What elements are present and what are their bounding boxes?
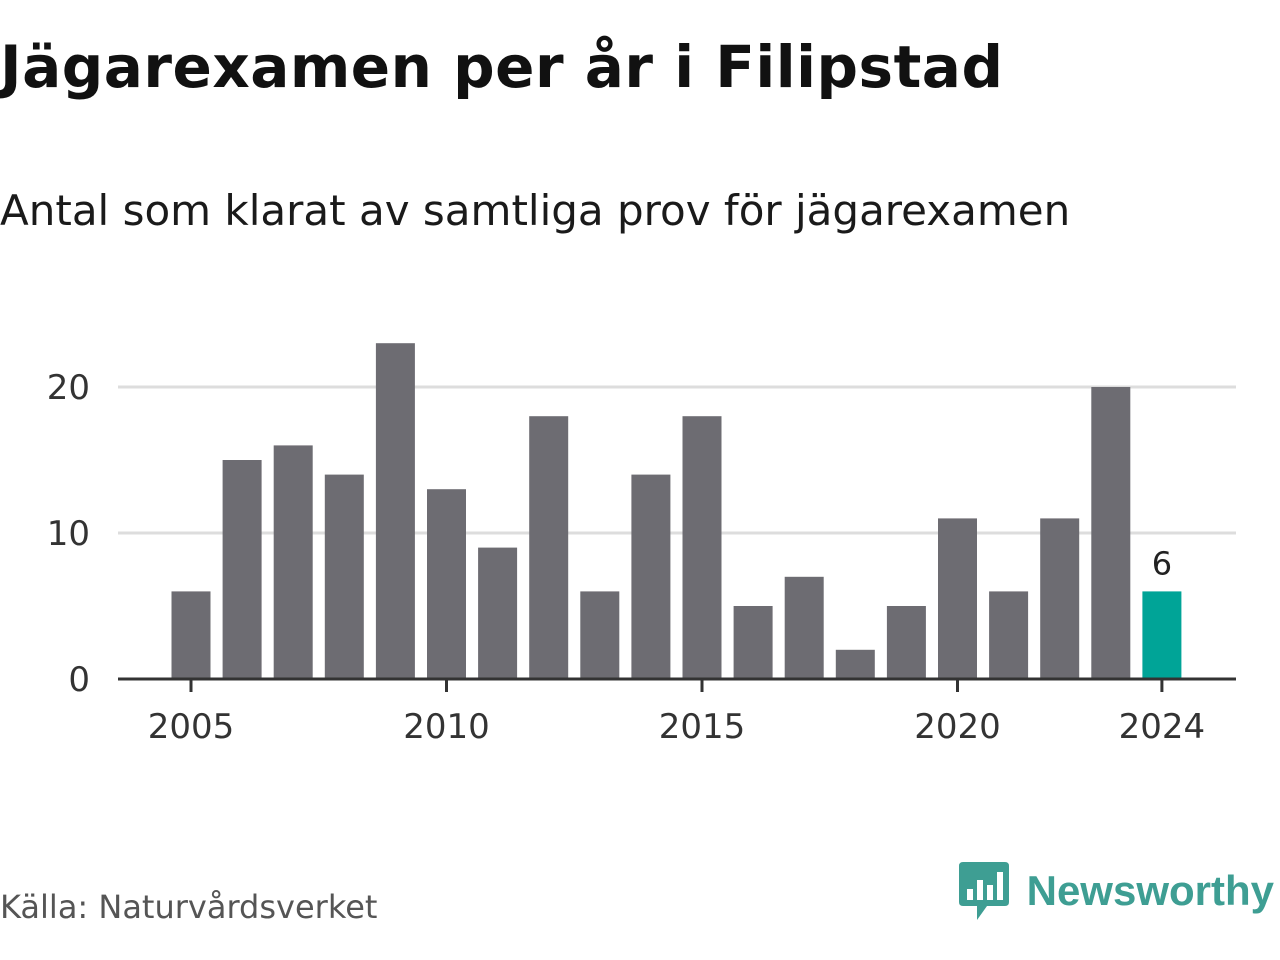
brand-logo: Newsworthy	[958, 862, 1274, 920]
bar-2007	[273, 445, 313, 679]
bar-2006	[222, 460, 262, 679]
bar-2013	[580, 591, 620, 679]
bar-2018	[835, 649, 875, 679]
y-tick-label: 20	[47, 368, 90, 408]
bar-2010	[427, 489, 466, 679]
newsworthy-logo-icon	[958, 862, 1009, 920]
brand-name: Newsworthy	[1026, 867, 1274, 914]
chart-subtitle: Antal som klarat av samtliga prov för jä…	[0, 186, 1071, 235]
bar-2017	[784, 576, 824, 679]
bar-2022	[1040, 518, 1080, 679]
bar-2014	[631, 474, 671, 679]
x-tick-label: 2020	[914, 707, 1001, 747]
y-tick-label: 0	[68, 660, 90, 700]
y-tick-label: 10	[47, 514, 90, 554]
bar-2023	[1091, 387, 1131, 679]
x-tick-label: 2024	[1119, 707, 1206, 747]
bar-2009	[375, 343, 415, 679]
bar-2008	[324, 474, 364, 679]
bar-2012	[529, 416, 569, 679]
bar-2016	[733, 606, 773, 679]
bar-2015	[682, 416, 722, 679]
source-note: Källa: Naturvårdsverket	[0, 888, 378, 926]
x-tick-label: 2015	[659, 707, 746, 747]
bar-2021	[989, 591, 1029, 679]
x-tick-label: 2010	[403, 707, 490, 747]
bar-2005	[171, 591, 211, 679]
bar-2020	[938, 518, 977, 679]
x-tick-label: 2005	[148, 707, 235, 747]
bar-2019	[886, 606, 926, 679]
bar-2011	[478, 547, 518, 679]
chart-title: Jägarexamen per år i Filipstad	[0, 33, 1004, 101]
bar-2024	[1142, 591, 1182, 679]
data-label: 6	[1152, 544, 1172, 582]
bar-chart: 0 10 20 6 2005 2010 2015 2020 2024	[47, 343, 1236, 747]
